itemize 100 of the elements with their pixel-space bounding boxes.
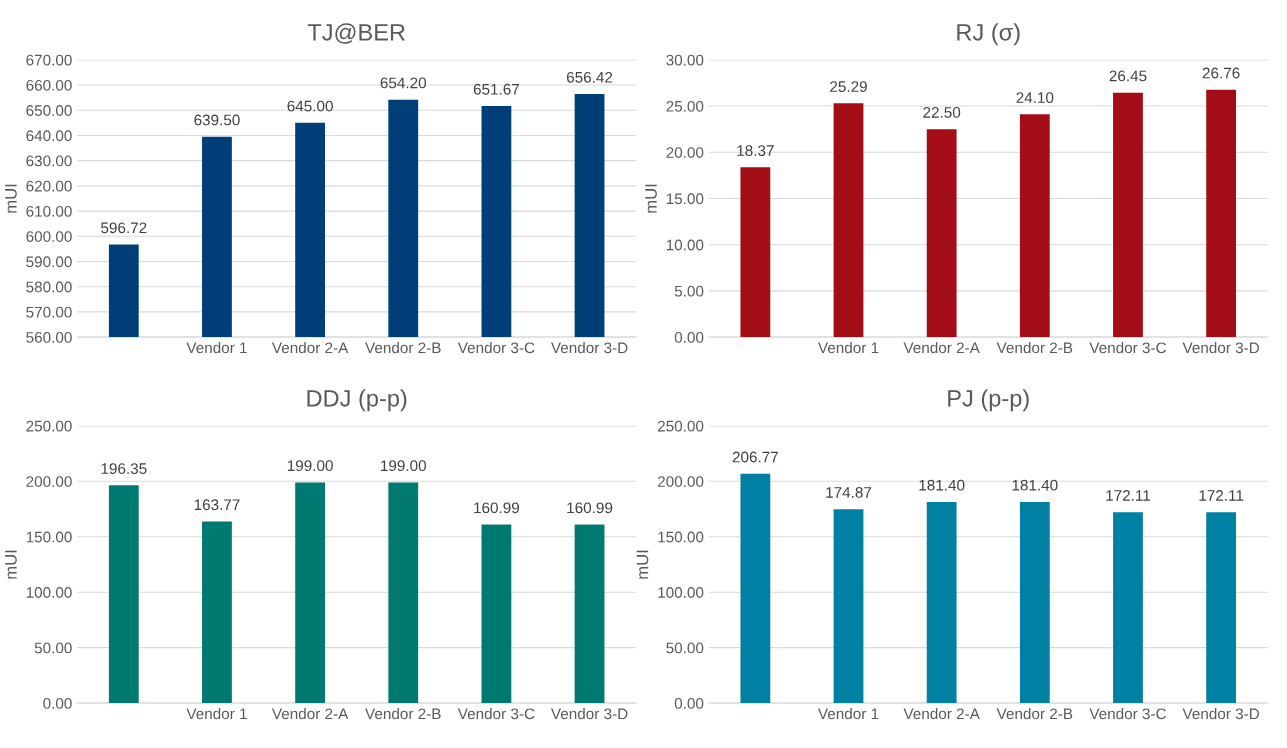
y-tick-label: 50.00	[666, 642, 704, 654]
chart-title: DDJ (p-p)	[307, 389, 407, 412]
bar	[108, 485, 139, 704]
y-tick-label: 25.00	[666, 100, 704, 112]
y-tick-label: 590.00	[26, 256, 72, 268]
x-tick-label: Vendor 1	[186, 707, 247, 720]
bar	[202, 521, 232, 704]
data-label: 199.00	[287, 460, 333, 472]
y-tick-label: 560.00	[26, 331, 72, 343]
data-label: 196.35	[101, 463, 147, 474]
y-tick-label: 200.00	[26, 476, 72, 487]
data-label: 18.37	[737, 145, 774, 156]
y-tick-label: 670.00	[26, 54, 72, 66]
bar	[388, 482, 419, 704]
bar	[926, 501, 957, 704]
y-tick-label: 620.00	[26, 180, 72, 192]
y-tick-label: 30.00	[666, 54, 704, 66]
x-tick-label: Vendor 2-A	[903, 707, 980, 720]
y-tick-label: 150.00	[658, 531, 704, 543]
data-label: 651.67	[473, 83, 519, 95]
x-tick-label: Vendor 3-C	[457, 707, 535, 720]
y-tick-label: 50.00	[34, 642, 72, 654]
data-label: 160.99	[567, 502, 613, 514]
x-tick-label: Vendor 1	[818, 341, 879, 354]
y-tick-label: 650.00	[26, 105, 72, 116]
y-axis-title: mUI	[645, 184, 657, 213]
bar	[1019, 501, 1050, 704]
y-axis-title: mUI	[636, 550, 649, 579]
x-tick-label: Vendor 1	[186, 341, 247, 354]
y-tick-label: 0.00	[674, 331, 704, 343]
x-tick-label: Vendor 3-D	[1182, 707, 1260, 720]
bar	[1206, 89, 1237, 338]
y-tick-label: 0.00	[43, 697, 72, 709]
x-tick-label: Vendor 3-C	[1089, 707, 1167, 720]
data-label: 596.72	[101, 222, 147, 234]
data-label: 24.10	[1016, 92, 1054, 104]
data-label: 172.11	[1199, 490, 1244, 501]
data-label: 172.11	[1106, 490, 1151, 501]
y-tick-label: 660.00	[26, 79, 72, 91]
bar	[295, 482, 325, 704]
y-tick-label: 5.00	[674, 285, 704, 297]
bar	[833, 509, 864, 704]
y-tick-label: 20.00	[666, 147, 704, 158]
x-tick-label: Vendor 2-B	[365, 707, 441, 720]
y-tick-label: 100.00	[658, 587, 704, 598]
x-tick-label: Vendor 3-C	[1089, 341, 1167, 354]
x-tick-label: Vendor 1	[818, 707, 879, 720]
x-tick-label: Vendor 3-C	[457, 341, 535, 354]
data-label: 25.29	[830, 81, 867, 93]
y-tick-label: 640.00	[26, 130, 72, 142]
x-tick-label: Vendor 2-B	[996, 341, 1073, 354]
bar	[1113, 512, 1143, 704]
data-label: 656.42	[566, 71, 613, 83]
data-label: 163.77	[194, 499, 240, 511]
x-tick-label: Vendor 3-D	[550, 341, 628, 354]
data-label: 181.40	[919, 479, 965, 491]
bar	[926, 129, 957, 338]
chart-title: PJ (p-p)	[948, 389, 1029, 412]
bar	[1019, 114, 1050, 338]
y-tick-label: 600.00	[26, 231, 72, 242]
data-label: 26.45	[1109, 70, 1147, 82]
x-tick-label: Vendor 2-A	[903, 341, 980, 354]
data-label: 22.50	[923, 106, 961, 118]
x-tick-label: Vendor 2-B	[365, 341, 441, 354]
x-tick-label: Vendor 2-B	[996, 707, 1073, 720]
y-tick-label: 200.00	[657, 476, 704, 487]
data-label: 654.20	[380, 77, 427, 89]
bar	[1206, 512, 1237, 704]
y-tick-label: 630.00	[26, 155, 72, 167]
data-label: 199.00	[381, 460, 427, 472]
y-tick-label: 250.00	[657, 420, 704, 432]
data-label: 26.76	[1202, 67, 1240, 79]
bar	[740, 473, 771, 704]
data-label: 639.50	[194, 114, 240, 126]
y-axis-title: mUI	[5, 184, 17, 213]
y-tick-label: 610.00	[26, 205, 72, 217]
data-label: 206.77	[732, 451, 778, 463]
bar	[1113, 92, 1143, 338]
data-label: 174.87	[826, 487, 872, 498]
x-tick-label: Vendor 2-A	[271, 707, 349, 720]
x-tick-label: Vendor 3-D	[1182, 341, 1260, 354]
data-label: 160.99	[474, 502, 520, 514]
y-axis-title: mUI	[5, 550, 17, 579]
y-tick-label: 15.00	[666, 193, 704, 205]
data-label: 181.40	[1012, 479, 1058, 491]
x-tick-label: Vendor 3-D	[550, 707, 628, 720]
bar	[740, 167, 771, 338]
bar	[833, 103, 864, 338]
data-label: 645.00	[287, 100, 333, 112]
y-tick-label: 150.00	[26, 531, 72, 543]
y-tick-label: 0.00	[674, 697, 704, 709]
bar	[574, 524, 605, 704]
y-tick-label: 580.00	[26, 281, 72, 293]
y-tick-label: 250.00	[26, 420, 72, 432]
bar	[481, 524, 512, 704]
chart-title: RJ (σ)	[957, 23, 1020, 46]
y-tick-label: 570.00	[26, 306, 72, 318]
y-tick-label: 100.00	[26, 587, 72, 598]
x-tick-label: Vendor 2-A	[271, 341, 349, 354]
y-tick-label: 10.00	[666, 239, 704, 251]
